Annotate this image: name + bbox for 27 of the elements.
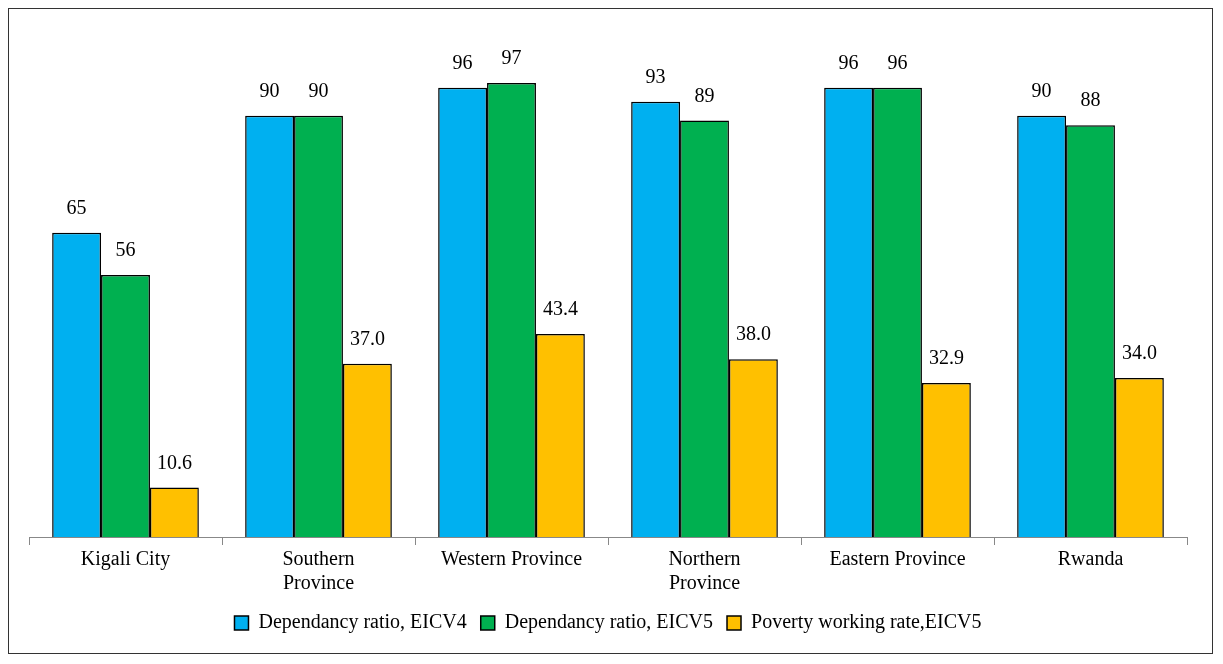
data-label: 10.6: [156, 450, 192, 473]
data-label: 88: [1080, 88, 1101, 111]
data-label: 65: [66, 196, 87, 219]
legend-label: Poverty working rate,EICV5: [751, 610, 982, 634]
data-label: 96: [452, 50, 473, 73]
data-label: 56: [115, 238, 136, 261]
data-label: 96: [838, 50, 859, 73]
data-label: 34.0: [1121, 341, 1157, 364]
data-label: 97: [501, 46, 522, 69]
x-tick-label: Western Province: [440, 547, 583, 570]
data-label: 89: [694, 83, 715, 106]
x-tick-label: Kigali City: [80, 547, 171, 571]
data-label: 37.0: [349, 327, 385, 350]
data-label: 43.4: [542, 297, 578, 320]
x-tick-label: Southern Province: [282, 547, 355, 594]
legend-label: Dependancy ratio, EICV5: [504, 610, 714, 634]
legend-label: Dependancy ratio, EICV4: [258, 610, 467, 634]
data-label: 90: [308, 79, 329, 102]
data-label: 38.0: [735, 322, 771, 345]
data-label: 96: [887, 50, 908, 73]
data-label: 90: [1031, 79, 1052, 102]
x-tick-label: Rwanda: [1057, 547, 1124, 570]
data-label: 90: [259, 79, 280, 102]
data-label: 32.9: [928, 346, 964, 369]
x-tick-label: Northern Province: [668, 547, 741, 594]
x-tick-label: Eastern Province: [829, 547, 966, 570]
data-label: 93: [645, 65, 666, 88]
